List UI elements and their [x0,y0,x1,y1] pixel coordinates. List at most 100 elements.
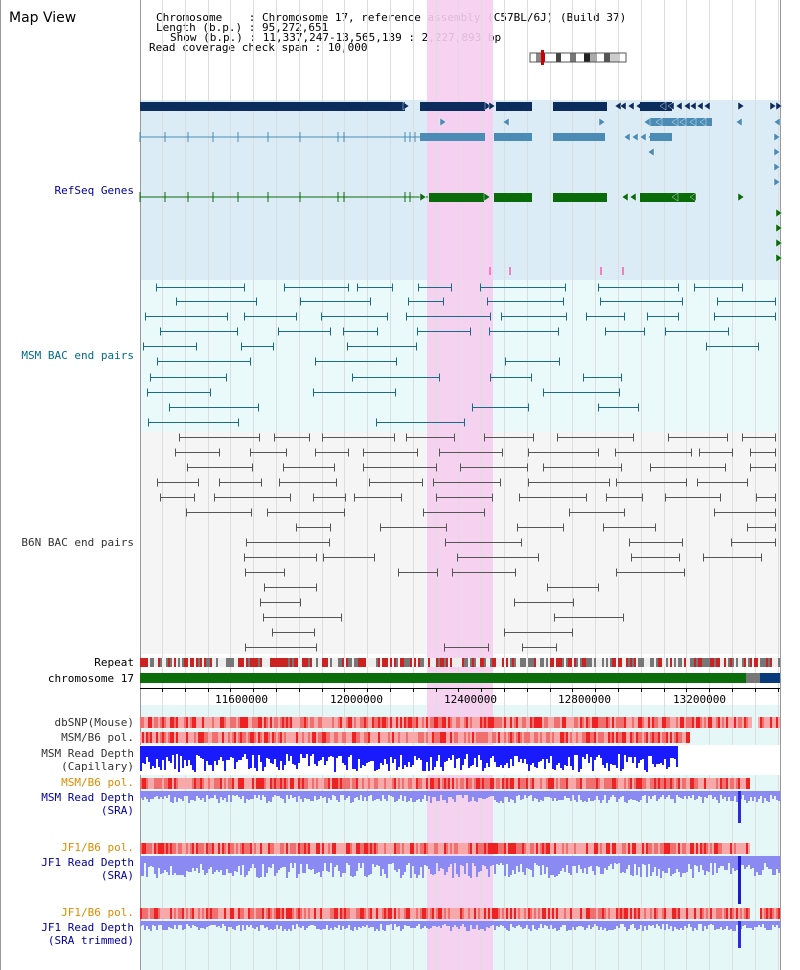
msm-sra-depth [618,791,620,799]
msm-capillary-depth [276,746,278,767]
msm-b6-polymorphism [190,778,192,789]
msm-sra-depth [146,791,148,799]
jf1-trimmed-depth [458,921,460,929]
msm-b6-polymorphism [448,732,450,743]
jf1-b6-polymorphism [268,843,270,854]
repeat-segment [234,658,236,667]
jf1-b6-polymorphism [552,843,554,854]
dbsnp-density [640,717,642,728]
msm-capillary-depth [522,746,524,763]
msm-b6-polymorphism [512,778,514,789]
jf1-b6-polymorphism [578,843,580,854]
b6n-bac-label[interactable]: B6N BAC end pairs [21,536,134,549]
msm-b6-polymorphism [432,778,434,789]
jf1-trimmed-depth [500,921,502,925]
jf1-b6-polymorphism [344,843,346,854]
jf1-trimmed-depth [354,921,356,927]
msm-sra-depth [470,791,472,801]
msm-b6-polymorphism [654,778,656,789]
dbsnp-density [668,717,670,728]
msm-sra-depth [762,791,764,803]
msm-b6-polymorphism [298,778,300,789]
msm-b6-polymorphism [586,732,588,743]
msm-b6-polymorphism [276,778,278,789]
jf1-b6-polymorphism [212,843,214,854]
jf1-b6-polymorphism [444,843,446,854]
msm-b6-polymorphism [286,778,288,789]
msm-b6-polymorphism [688,732,690,743]
jf1-b6-polymorphism [446,908,448,919]
jf1-b6-polymorphism [666,843,668,854]
jf1-sra-depth [644,856,646,865]
refseq-genes-label[interactable]: RefSeq Genes [54,184,134,197]
msm-capillary-depth [456,746,458,759]
jf1-sra-depth [728,856,730,863]
dbsnp-density [306,717,308,728]
msm-sra-depth [240,791,242,799]
jf1-trimmed-depth [226,921,228,931]
dbsnp-density [308,717,310,728]
repeat-segment [626,658,628,667]
msm-capillary-depth [614,746,616,765]
jf1-b6-polymorphism [668,843,670,854]
msm-capillary-depth [254,746,256,768]
repeat-segment [636,658,638,667]
jf1-b6-polymorphism [678,843,680,854]
msm-b6-polymorphism [308,778,310,789]
msm-b6-polymorphism [686,732,688,743]
jf1-b6-polymorphism [150,908,152,919]
repeat-segment [416,658,418,667]
msm-capillary-depth [562,746,564,770]
msm-b6-polymorphism [712,778,714,789]
msm-sra-depth [540,791,542,800]
jf1-trimmed-depth [342,921,344,926]
jf1-trimmed-depth [308,921,310,926]
msm-capillary-depth [156,746,158,759]
msm-b6-polymorphism [306,732,308,743]
jf1-trimmed-depth [380,921,382,924]
msm-sra-depth [390,791,392,796]
repeat-segment [698,658,700,667]
msm-capillary-depth [654,746,656,767]
msm-capillary-depth [650,746,652,756]
jf1-sra-depth [522,856,524,872]
dbsnp-density [406,717,408,728]
jf1-b6-polymorphism [580,843,582,854]
msm-b6-polymorphism [220,732,222,743]
msm-capillary-depth [266,746,268,758]
jf1-sra-depth [476,856,478,877]
msm-b6-polymorphism [598,778,600,789]
jf1-trimmed-depth [660,921,662,929]
dbsnp-density [400,717,402,728]
msm-bac-label[interactable]: MSM BAC end pairs [21,349,134,362]
jf1-b6-polymorphism [144,908,146,919]
msm-sra-depth [442,791,444,800]
msm-sra-depth [318,791,320,799]
msm-capillary-depth [672,746,674,758]
jf1-sra-depth [438,856,440,871]
repeat-segment [672,658,674,667]
msm-b6-polymorphism [214,732,216,743]
jf1-b6-polymorphism [230,908,232,919]
jf1-trimmed-depth [214,921,216,925]
msm-b6-polymorphism [554,778,556,789]
jf1-b6-polymorphism [764,908,766,919]
dbsnp-density [208,717,210,728]
jf1-sra-depth [692,856,694,878]
repeat-segment [688,658,690,667]
jf1-trimmed-depth [586,921,588,928]
repeat-segment [410,658,412,667]
msm-sra-depth [364,791,366,797]
jf1-b6-polymorphism [726,908,728,919]
repeat-segment [746,658,748,667]
refseq-gene [140,102,405,111]
repeat-segment [418,658,420,667]
jf1-b6-polymorphism [440,843,442,854]
jf1-b6-polymorphism [690,843,692,854]
msm-b6-polymorphism [676,732,678,743]
msm-sra-depth [280,791,282,798]
jf1-trimmed-depth [370,921,372,927]
repeat-segment [266,658,268,667]
dbsnp-density [494,717,496,728]
